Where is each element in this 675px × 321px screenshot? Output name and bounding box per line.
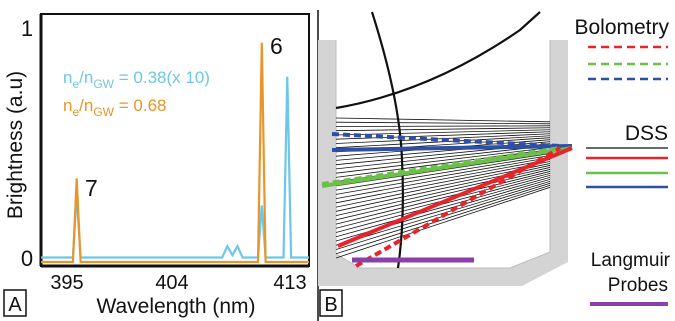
legend-langmuir-2: Probes	[608, 275, 668, 296]
panel-b-label: B	[324, 294, 337, 316]
legend-langmuir-1: Langmuir	[591, 250, 671, 271]
dss-sightline	[336, 164, 550, 216]
legend-orange: ne/nGW = 0.68	[63, 96, 166, 119]
dss-sightline	[336, 166, 550, 221]
dss-blue-chord	[331, 144, 573, 152]
panel-b-label-box	[319, 289, 343, 317]
dss-lines-of-sight	[336, 117, 550, 259]
dss-sightline	[336, 151, 550, 187]
y-axis-label: Brightness (a.u)	[4, 71, 27, 219]
dss-sightline	[336, 125, 550, 127]
bolo-red-chord	[354, 146, 562, 268]
panel-a-label: A	[8, 294, 22, 316]
dss-sightline	[336, 168, 550, 225]
plot-frame	[40, 13, 310, 267]
dss-sightline	[336, 155, 550, 195]
legend-dss: DSS	[625, 122, 668, 145]
bolo-blue-chord	[331, 132, 561, 148]
panel-a-label-box	[3, 289, 27, 317]
legend-bolometry: Bolometry	[574, 16, 669, 39]
line-label-7: 7	[85, 175, 98, 201]
bolo-green-chord	[321, 146, 561, 186]
dss-sightline	[336, 157, 550, 199]
dss-sightline	[336, 127, 550, 132]
line-label-6: 6	[270, 33, 283, 59]
dss-sightline	[336, 183, 550, 259]
x-tick-413: 413	[273, 272, 306, 294]
dss-sightline	[336, 153, 550, 191]
series-orange-line	[41, 42, 309, 264]
panel-a: Brightness (a.u) 1 0 395 404 413 7 6 ne/…	[3, 13, 310, 318]
plasma-boundary	[335, 11, 541, 110]
dss-sightline	[336, 162, 550, 212]
dss-sightline	[336, 117, 550, 123]
dss-sightline	[336, 146, 550, 174]
dss-sightline	[336, 178, 550, 246]
dss-sightline	[336, 174, 550, 238]
x-tick-404: 404	[155, 272, 188, 294]
y-tick-0: 0	[21, 246, 33, 271]
separatrix-leg	[370, 11, 404, 269]
panel-b: B Bolometry DSS Langmuir Probes	[318, 11, 671, 317]
x-tick-395: 395	[50, 272, 83, 294]
dss-sightline	[336, 121, 550, 125]
dss-sightline	[336, 172, 550, 233]
legend-cyan: ne/nGW = 0.38(x 10)	[63, 68, 210, 91]
vessel-wall	[318, 40, 568, 286]
vessel-inner-edge	[335, 40, 551, 269]
y-tick-1: 1	[21, 16, 33, 41]
spectrum-lines	[41, 42, 309, 264]
x-axis-label: Wavelength (nm)	[96, 295, 255, 318]
dss-sightline	[336, 181, 550, 255]
dss-sightline	[336, 131, 550, 140]
dss-sightline	[336, 129, 550, 136]
